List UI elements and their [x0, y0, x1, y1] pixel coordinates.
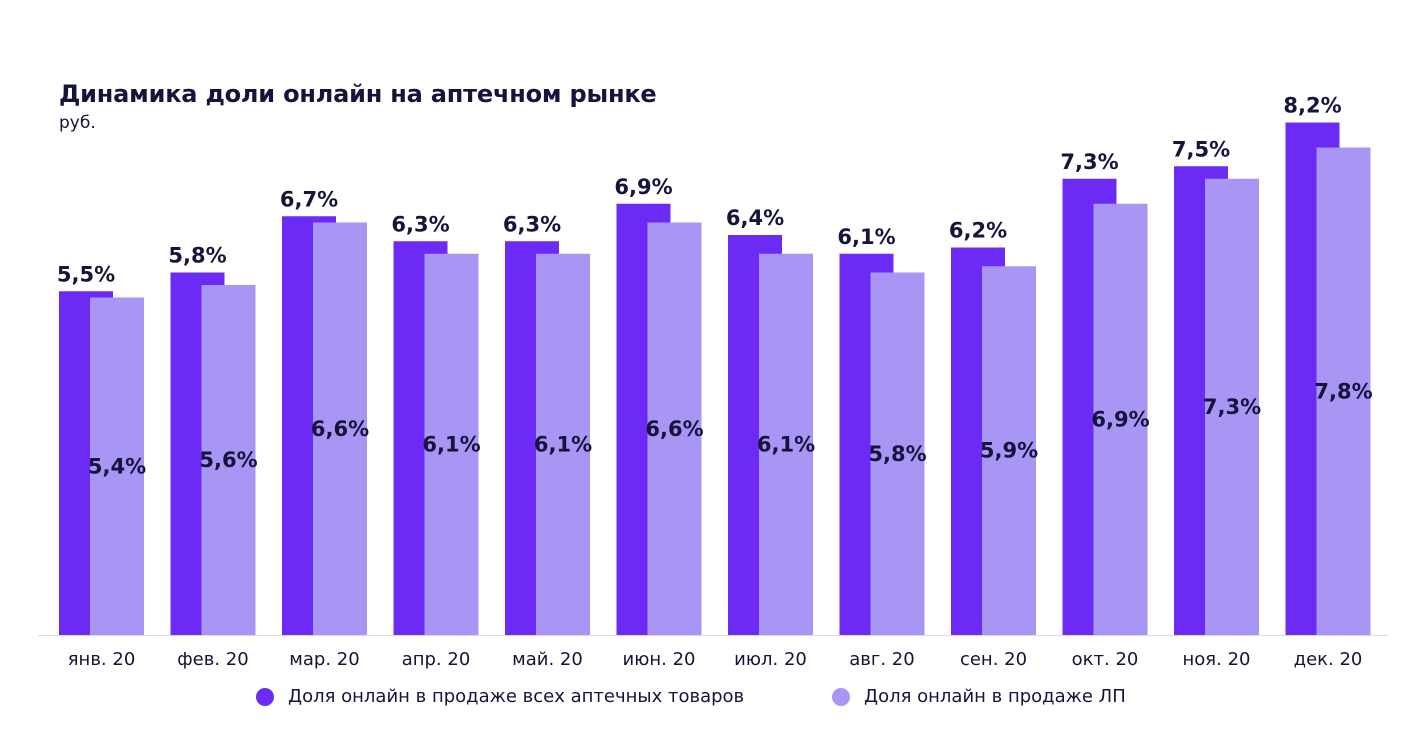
x-tick-label: янв. 20: [68, 649, 136, 670]
bar-drugs: [1316, 147, 1371, 635]
data-label-all-goods: 7,5%: [1172, 137, 1230, 161]
data-label-drugs: 5,6%: [199, 448, 257, 472]
data-label-all-goods: 8,2%: [1283, 94, 1341, 118]
bar-drugs: [536, 253, 590, 635]
chart-title: Динамика доли онлайн на аптечном рынке: [59, 80, 657, 108]
x-tick-label: дек. 20: [1294, 649, 1363, 670]
x-tick-label: апр. 20: [402, 649, 471, 670]
data-label-all-goods: 6,3%: [391, 212, 449, 236]
bar-drugs: [313, 222, 367, 635]
data-label-all-goods: 6,4%: [726, 206, 784, 230]
data-label-all-goods: 6,3%: [503, 212, 561, 236]
legend-swatch-drugs: [832, 687, 850, 706]
x-tick-label: авг. 20: [849, 649, 914, 670]
data-label-drugs: 5,9%: [980, 439, 1038, 463]
data-label-drugs: 6,6%: [645, 417, 703, 441]
legend-label-drugs: Доля онлайн в продаже ЛП: [864, 686, 1126, 707]
x-tick-label: май. 20: [512, 649, 583, 670]
x-tick-label: июл. 20: [734, 649, 807, 670]
data-label-drugs: 6,1%: [534, 432, 592, 456]
data-label-drugs: 6,9%: [1091, 407, 1149, 431]
bar-drugs: [982, 266, 1036, 635]
legend-label-all-goods: Доля онлайн в продаже всех аптечных това…: [288, 686, 745, 707]
data-label-all-goods: 5,8%: [168, 244, 226, 268]
bar-drugs: [1093, 203, 1148, 635]
bar-drugs: [90, 297, 144, 635]
data-label-all-goods: 6,7%: [280, 187, 338, 211]
bar-drugs: [1205, 178, 1259, 635]
data-label-all-goods: 7,3%: [1060, 150, 1118, 174]
x-tick-label: окт. 20: [1072, 649, 1139, 670]
bar-drugs: [201, 285, 256, 635]
data-label-all-goods: 6,9%: [614, 175, 672, 199]
x-tick-label: фев. 20: [177, 649, 248, 670]
data-label-all-goods: 6,1%: [837, 225, 895, 249]
bar-drugs: [647, 222, 702, 635]
data-label-all-goods: 5,5%: [57, 262, 115, 286]
bar-drugs: [870, 272, 925, 635]
bar-drugs: [759, 253, 813, 635]
x-tick-label: июн. 20: [623, 649, 696, 670]
data-label-drugs: 6,1%: [757, 432, 815, 456]
data-label-drugs: 6,6%: [311, 417, 369, 441]
x-tick-label: ноя. 20: [1183, 649, 1251, 670]
chart-subtitle: руб.: [59, 113, 96, 133]
x-tick-label: сен. 20: [960, 649, 1027, 670]
data-label-drugs: 7,8%: [1314, 379, 1372, 403]
data-label-drugs: 5,8%: [868, 442, 926, 466]
bar-drugs: [424, 253, 479, 635]
legend-item-all-goods: Доля онлайн в продаже всех аптечных това…: [256, 686, 744, 707]
legend-swatch-all-goods: [256, 687, 274, 706]
x-tick-label: мар. 20: [289, 649, 359, 670]
data-label-all-goods: 6,2%: [949, 219, 1007, 243]
legend-item-drugs: Доля онлайн в продаже ЛП: [832, 686, 1126, 707]
data-label-drugs: 5,4%: [88, 454, 146, 478]
data-label-drugs: 7,3%: [1203, 395, 1261, 419]
data-label-drugs: 6,1%: [422, 432, 480, 456]
